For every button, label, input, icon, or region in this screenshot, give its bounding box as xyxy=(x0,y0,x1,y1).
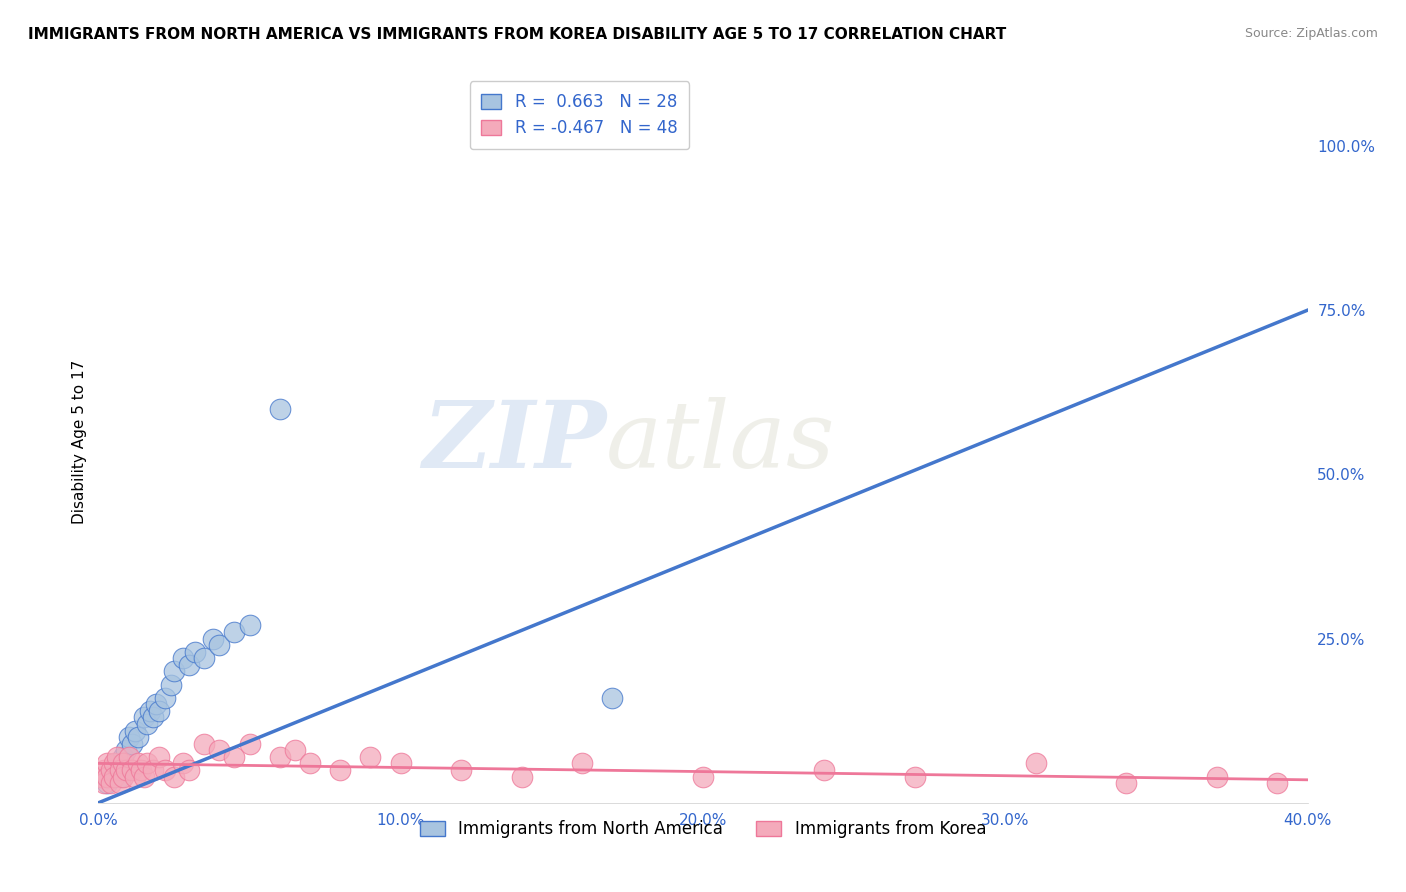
Point xyxy=(103,756,125,771)
Point xyxy=(103,763,125,777)
Point xyxy=(105,756,128,771)
Point xyxy=(1115,776,1137,790)
Point xyxy=(1267,776,1289,790)
Point xyxy=(239,737,262,751)
Point xyxy=(299,756,322,771)
Point xyxy=(127,756,149,771)
Point xyxy=(389,756,412,771)
Point xyxy=(96,756,118,771)
Point xyxy=(108,770,131,784)
Point xyxy=(329,763,352,777)
Point xyxy=(172,651,194,665)
Point xyxy=(124,770,146,784)
Point xyxy=(142,763,165,777)
Legend: Immigrants from North America, Immigrants from Korea: Immigrants from North America, Immigrant… xyxy=(413,814,993,845)
Point xyxy=(121,763,143,777)
Point xyxy=(100,763,122,777)
Point xyxy=(148,704,170,718)
Point xyxy=(127,730,149,744)
Point xyxy=(118,749,141,764)
Point xyxy=(172,756,194,771)
Point xyxy=(111,770,134,784)
Point xyxy=(153,690,176,705)
Point xyxy=(103,770,125,784)
Point xyxy=(450,763,472,777)
Point xyxy=(193,737,215,751)
Point xyxy=(139,704,162,718)
Point xyxy=(129,763,152,777)
Point xyxy=(202,632,225,646)
Point xyxy=(602,690,624,705)
Point xyxy=(108,763,131,777)
Point xyxy=(904,770,927,784)
Point xyxy=(114,743,136,757)
Point xyxy=(692,770,714,784)
Point xyxy=(163,770,186,784)
Point xyxy=(184,645,207,659)
Point xyxy=(284,743,307,757)
Point xyxy=(100,776,122,790)
Point xyxy=(360,749,382,764)
Point xyxy=(108,776,131,790)
Point xyxy=(153,763,176,777)
Point xyxy=(224,625,246,640)
Point xyxy=(224,749,246,764)
Text: Source: ZipAtlas.com: Source: ZipAtlas.com xyxy=(1244,27,1378,40)
Point xyxy=(132,770,155,784)
Point xyxy=(135,756,157,771)
Point xyxy=(269,749,291,764)
Text: atlas: atlas xyxy=(606,397,835,486)
Y-axis label: Disability Age 5 to 17: Disability Age 5 to 17 xyxy=(72,359,87,524)
Point xyxy=(105,749,128,764)
Point xyxy=(160,677,183,691)
Point xyxy=(269,401,291,416)
Point xyxy=(163,665,186,679)
Point xyxy=(96,776,118,790)
Point xyxy=(118,730,141,744)
Text: IMMIGRANTS FROM NORTH AMERICA VS IMMIGRANTS FROM KOREA DISABILITY AGE 5 TO 17 CO: IMMIGRANTS FROM NORTH AMERICA VS IMMIGRA… xyxy=(28,27,1007,42)
Point xyxy=(111,749,134,764)
Point xyxy=(96,770,118,784)
Point xyxy=(179,763,201,777)
Point xyxy=(111,756,134,771)
Point xyxy=(124,723,146,738)
Point xyxy=(571,756,593,771)
Point xyxy=(142,710,165,724)
Point xyxy=(90,770,112,784)
Point xyxy=(114,763,136,777)
Point xyxy=(1206,770,1229,784)
Point xyxy=(121,737,143,751)
Point xyxy=(239,618,262,632)
Point xyxy=(179,657,201,672)
Text: ZIP: ZIP xyxy=(422,397,606,486)
Point xyxy=(148,749,170,764)
Point xyxy=(510,770,533,784)
Point xyxy=(132,710,155,724)
Point xyxy=(208,743,231,757)
Point xyxy=(208,638,231,652)
Point xyxy=(93,763,115,777)
Point xyxy=(145,698,167,712)
Point xyxy=(193,651,215,665)
Point xyxy=(813,763,835,777)
Point xyxy=(93,776,115,790)
Point xyxy=(135,717,157,731)
Point xyxy=(1024,756,1046,771)
